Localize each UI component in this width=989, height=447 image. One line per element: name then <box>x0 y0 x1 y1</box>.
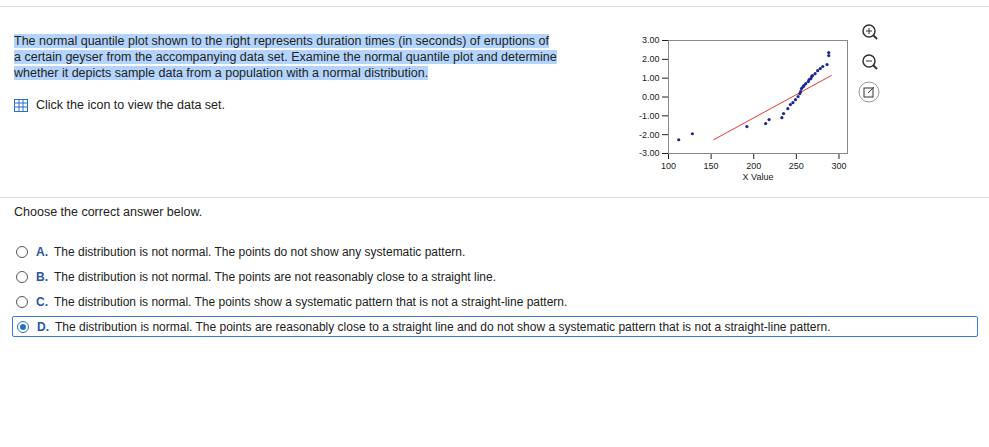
svg-text:1.00: 1.00 <box>642 73 660 83</box>
html-text:B.: B. <box>36 269 48 284</box>
svg-text:100: 100 <box>661 161 676 171</box>
svg-text:-1.00: -1.00 <box>639 111 660 121</box>
svg-text:200: 200 <box>746 161 761 171</box>
html-text:Choose the correct answer belo: Choose the correct answer below. <box>14 205 203 219</box>
svg-text:250: 250 <box>789 161 804 171</box>
svg-text:-2.00: -2.00 <box>639 130 660 140</box>
svg-text:150: 150 <box>704 161 719 171</box>
html-text:D.: D. <box>37 319 49 334</box>
svg-text:2.00: 2.00 <box>642 54 660 64</box>
html-text:The distribution is normal. Th: The distribution is normal. The points s… <box>54 294 568 309</box>
html-text:The distribution is not normal: The distribution is not normal. The poin… <box>54 269 496 284</box>
html-text:The normal quantile plot shown: The normal quantile plot shown to the ri… <box>14 34 557 80</box>
html-text:The distribution is not normal: The distribution is not normal. The poin… <box>54 244 466 259</box>
html-text:A.: A. <box>36 244 48 259</box>
svg-text:-3.00: -3.00 <box>639 148 660 158</box>
html-text:Click the icon to view the dat: Click the icon to view the data set. <box>36 98 225 112</box>
svg-text:0.00: 0.00 <box>642 92 660 102</box>
html-text:C.: C. <box>36 294 48 309</box>
svg-text:3.00: 3.00 <box>642 35 660 45</box>
html-text:The distribution is normal. Th: The distribution is normal. The points a… <box>55 319 831 334</box>
svg-text:X Value: X Value <box>743 172 774 182</box>
svg-text:300: 300 <box>831 161 846 171</box>
